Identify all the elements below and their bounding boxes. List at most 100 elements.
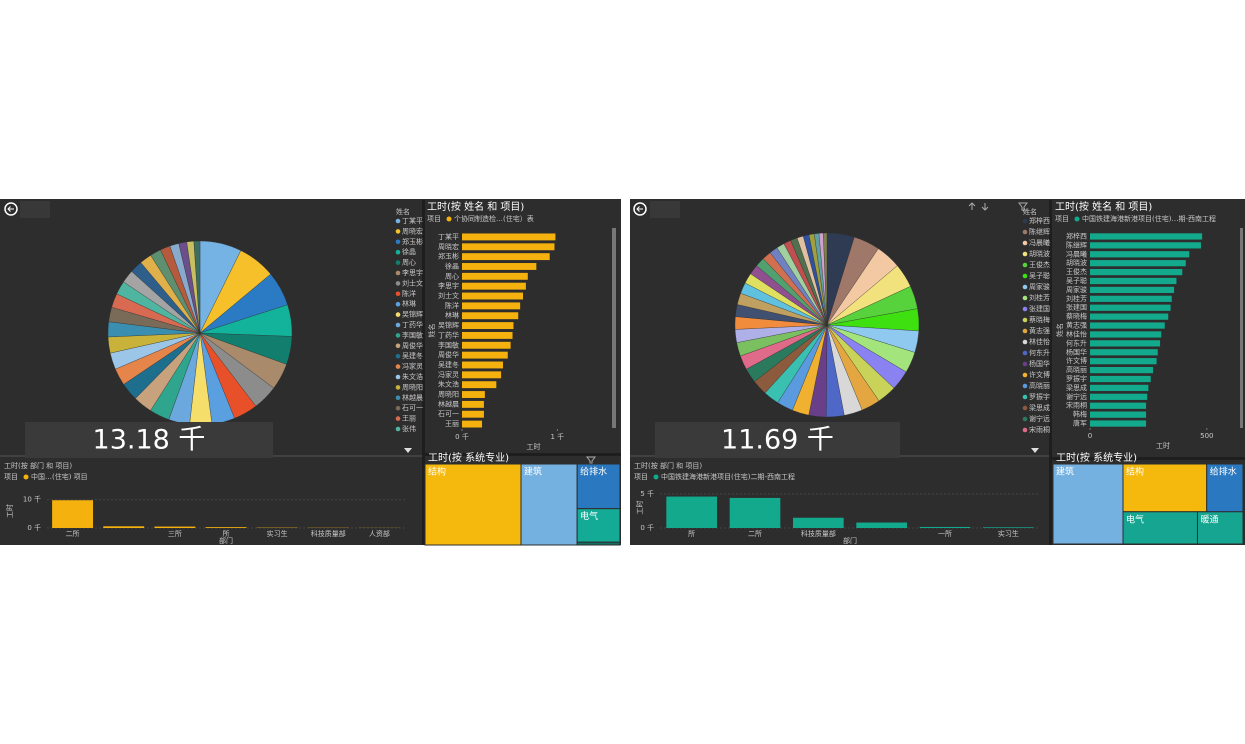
- bar: [1090, 340, 1161, 347]
- legend-marker: [1022, 306, 1028, 312]
- legend-marker: [1022, 350, 1028, 356]
- bar: [52, 500, 94, 528]
- bar: [462, 381, 497, 389]
- legend-label: 吴子聪: [1029, 271, 1050, 280]
- back-icon: [7, 206, 14, 212]
- y-tick-label: 10 千: [23, 495, 41, 504]
- legend-label: 蔡晓梅: [1029, 315, 1050, 324]
- legend-label: 周俊华: [402, 341, 423, 350]
- y-tick-label: 朱文浩: [438, 380, 459, 389]
- filter-icon[interactable]: [1018, 202, 1028, 212]
- legend-marker: [395, 312, 401, 317]
- back-button[interactable]: [633, 202, 647, 216]
- bar: [1090, 277, 1177, 285]
- treemap-tile: [576, 541, 621, 546]
- bar: [1090, 331, 1162, 338]
- chart-title: 工时(按 部门 和 项目): [4, 461, 72, 470]
- legend-label: 王丽: [402, 415, 416, 423]
- legend-marker: [1022, 394, 1028, 400]
- legend-label: 徐晶: [402, 247, 416, 256]
- bar: [983, 527, 1034, 528]
- x-tick-label: 实习生: [267, 529, 288, 538]
- legend-label: 林琳: [402, 299, 416, 308]
- x-axis-title: 部门: [843, 536, 857, 545]
- x-tick-label: 500: [1200, 432, 1213, 440]
- divider: [422, 200, 425, 545]
- y-tick-label: 石可一: [438, 410, 459, 418]
- legend-marker: [395, 416, 401, 421]
- bar: [1090, 322, 1165, 329]
- bar: [462, 420, 483, 428]
- legend-scroll[interactable]: [404, 448, 412, 453]
- y-tick-label: 罗振宇: [1066, 374, 1087, 383]
- legend-marker: [1022, 339, 1028, 345]
- y-tick-label: 高晓丽: [1066, 365, 1087, 374]
- legend-marker: [395, 249, 401, 255]
- legend-label: 郑玉彬: [402, 237, 423, 246]
- legend-marker: [395, 291, 401, 297]
- y-tick-label: 林琳: [445, 311, 459, 320]
- bar: [462, 400, 484, 408]
- y-tick-label: 5 千: [640, 489, 654, 498]
- legend-marker: [1022, 361, 1028, 367]
- card-box: [25, 422, 273, 458]
- x-axis-title: 部门: [219, 536, 233, 545]
- bar: [462, 233, 556, 241]
- legend-title: 项目: [634, 473, 648, 481]
- y-tick-label: 丁某平: [438, 233, 459, 241]
- scrollbar[interactable]: [612, 228, 616, 428]
- y-tick-label: 吴锦辉: [438, 321, 459, 330]
- bar: [462, 263, 537, 270]
- legend-label: 中国…(住宅) 项目: [31, 472, 88, 481]
- x-tick-label: 二所: [66, 529, 80, 538]
- bar: [1090, 384, 1149, 392]
- legend-marker: [395, 385, 401, 390]
- y-tick-label: 黄志强: [1066, 321, 1087, 330]
- y-tick-label: 吴子聪: [1066, 276, 1087, 285]
- legend-label: 杨国华: [1029, 359, 1050, 368]
- tile-label: 给排水: [1210, 466, 1237, 478]
- legend-marker: [395, 405, 401, 411]
- legend-label: 丁某平: [402, 217, 423, 225]
- scrollbar[interactable]: [1240, 228, 1243, 428]
- y-tick-label: 王俊杰: [1066, 267, 1087, 276]
- y-tick-label: 韩梅: [1073, 410, 1087, 419]
- y-tick-label: 林越晨: [438, 399, 459, 408]
- legend-marker: [1022, 251, 1028, 257]
- legend-marker: [446, 216, 452, 222]
- y-tick-label: 郑梓西: [1066, 231, 1087, 240]
- x-tick-label: 人资部: [369, 529, 390, 538]
- bar: [1090, 375, 1151, 383]
- y-tick-label: 梁思成: [1066, 383, 1087, 392]
- y-tick-label: 陈洋: [445, 301, 459, 310]
- back-button[interactable]: [4, 202, 18, 216]
- back-icon: [636, 206, 643, 212]
- legend-label: 张伟: [402, 424, 416, 433]
- legend-marker: [395, 353, 401, 359]
- bar: [154, 526, 196, 528]
- legend-label: 王俊杰: [1029, 260, 1050, 269]
- y-tick-label: 蔡晓梅: [1066, 312, 1087, 321]
- legend-marker: [1022, 262, 1028, 268]
- legend-label: 丁药华: [402, 320, 423, 329]
- x-tick-label: 科技质量部: [801, 529, 836, 538]
- bar: [462, 243, 555, 251]
- toolbar-icon[interactable]: [981, 203, 989, 211]
- y-axis-title: 工时: [5, 504, 14, 518]
- y-tick-label: 刘士文: [438, 291, 459, 300]
- x-tick-label: 1 千: [550, 432, 564, 441]
- y-tick-label: 张建国: [1066, 303, 1087, 312]
- x-axis-title: 工时: [527, 442, 541, 451]
- bar: [462, 302, 521, 310]
- legend-label: 高晓丽: [1029, 381, 1050, 390]
- tile-label: 电气: [1126, 513, 1144, 525]
- legend-label: 吴锦辉: [402, 310, 423, 319]
- legend-label: 冯家灵: [402, 362, 423, 371]
- legend-title: 姓名: [1023, 207, 1037, 216]
- legend-scroll[interactable]: [1031, 448, 1039, 453]
- legend-marker: [395, 260, 401, 265]
- x-tick-label: 0 千: [455, 432, 469, 441]
- toolbar-icon[interactable]: [968, 202, 976, 210]
- bar: [793, 517, 844, 528]
- card-value: 11.69 千: [721, 425, 834, 456]
